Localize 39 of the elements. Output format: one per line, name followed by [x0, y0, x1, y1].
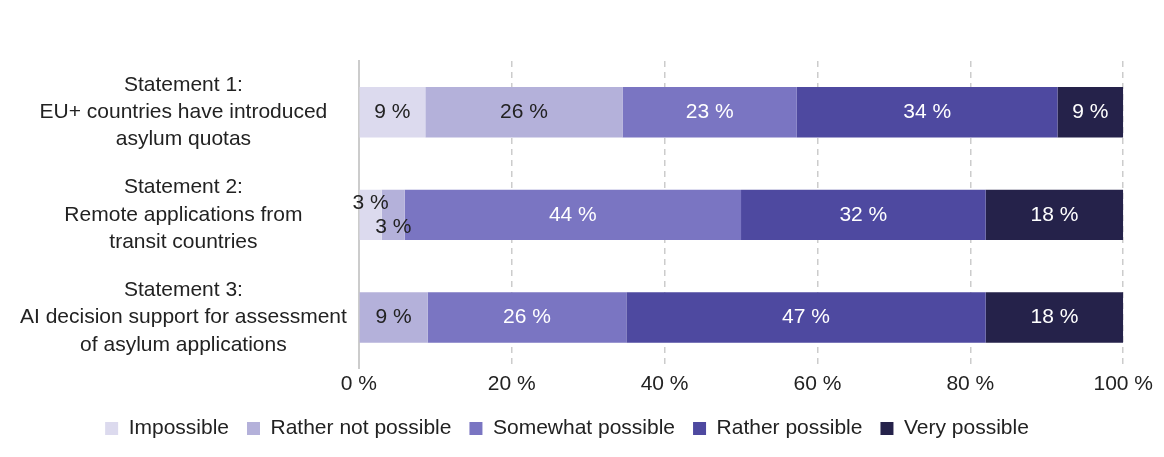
legend-label: Impossible: [128, 415, 230, 439]
bar: [1057, 87, 1124, 138]
y-tick-label: Statement 2: Remote applications from transit countries: [64, 174, 303, 252]
x-tick-label: 40 %: [640, 371, 689, 395]
data-label: 3 %: [352, 189, 389, 213]
data-label: 9 %: [374, 99, 411, 123]
data-label: 26 %: [503, 304, 551, 328]
y-tick-label: Statement 3: AI decision support for assessment of asylum applications: [20, 276, 347, 355]
bar: [622, 87, 797, 138]
data-label: 26 %: [500, 99, 548, 123]
bar: [985, 189, 1124, 241]
x-tick-label: 80 %: [946, 371, 995, 395]
x-tick-label: 20 %: [487, 371, 536, 395]
data-label: 9 %: [375, 304, 412, 328]
bar: [427, 292, 627, 343]
bar: [425, 87, 623, 138]
x-tick-label: 100 %: [1093, 371, 1153, 395]
legend-label: Rather possible: [716, 415, 863, 439]
data-label: 3 %: [375, 213, 412, 237]
x-tick-label: 60 %: [793, 371, 842, 395]
bar: [796, 87, 1058, 138]
bar: [359, 87, 426, 138]
bar: [741, 189, 986, 241]
x-tick-label: 0 %: [340, 371, 377, 395]
data-label: 44 %: [548, 201, 597, 225]
data-label: 34 %: [903, 99, 952, 123]
data-label: 47 %: [782, 304, 830, 328]
data-label: 18 %: [1030, 304, 1079, 328]
bar: [985, 292, 1124, 343]
legend-label: Rather not possible: [270, 415, 452, 439]
legend-label: Very possible: [903, 415, 1029, 439]
data-label: 23 %: [685, 99, 734, 123]
data-label: 9 %: [1072, 99, 1109, 123]
legend-label: Somewhat possible: [492, 415, 676, 439]
data-label: 32 %: [839, 201, 888, 225]
y-tick-label: Statement 1: EU+ countries have introduced asylum quotas: [39, 71, 328, 150]
bar: [626, 292, 986, 343]
data-label: 18 %: [1030, 201, 1079, 225]
bar: [359, 292, 428, 343]
